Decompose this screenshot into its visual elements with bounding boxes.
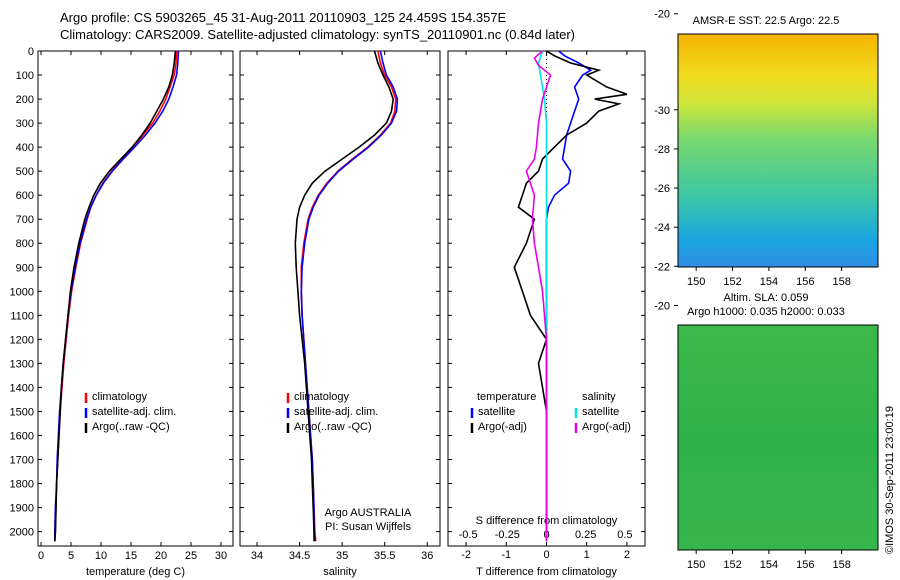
- legend-label-sal: Argo(..raw -QC): [294, 421, 372, 433]
- x-tick-label-sal: 34: [251, 550, 263, 562]
- legend-title-s: salinity: [582, 391, 616, 403]
- map-title: Argo h1000: 0.035 h2000: 0.033: [687, 306, 845, 318]
- map-lon-label: 150: [687, 276, 705, 288]
- depth-tick-label: 100: [16, 70, 34, 82]
- x-tick-label-temp: 20: [155, 550, 167, 562]
- depth-tick-label: 1300: [10, 358, 34, 370]
- map-title: AMSR-E SST: 22.5 Argo: 22.5: [693, 15, 840, 27]
- depth-tick-label: 0: [28, 46, 34, 58]
- x-tick-label-t: 1: [584, 549, 590, 561]
- x-tick-label-sal: 36: [421, 550, 433, 562]
- legend-label-sal: climatology: [294, 391, 350, 403]
- map-lon-label: 156: [796, 276, 814, 288]
- depth-tick-label: 1800: [10, 479, 34, 491]
- legend-label-temp: Argo(..raw -QC): [92, 421, 170, 433]
- x-tick-label-temp: 25: [185, 550, 197, 562]
- panel-annotation: Argo AUSTRALIA: [325, 507, 412, 519]
- x-tick-label-s: -0.5: [459, 529, 478, 541]
- map-lat-label: -22: [654, 261, 670, 273]
- figure-title-line2: Climatology: CARS2009. Satellite-adjuste…: [60, 27, 575, 42]
- series-line-diff: [513, 50, 628, 542]
- x-tick-label-sal: 34.5: [289, 550, 310, 562]
- legend-label-temp: climatology: [92, 391, 148, 403]
- map-sst: [678, 34, 878, 267]
- x-tick-label-temp: 0: [38, 550, 44, 562]
- x-tick-label-t: 2: [624, 549, 630, 561]
- depth-tick-label: 300: [16, 118, 34, 130]
- depth-tick-label: 2000: [10, 527, 34, 539]
- depth-tick-label: 1700: [10, 454, 34, 466]
- series-line-temp: [54, 50, 177, 542]
- depth-tick-label: 1900: [10, 503, 34, 515]
- ocean-field: [678, 34, 878, 267]
- depth-tick-label: 800: [16, 238, 34, 250]
- x-tick-label-temp: 15: [125, 550, 137, 562]
- depth-tick-label: 1600: [10, 430, 34, 442]
- x-tick-label-temp: 30: [215, 550, 227, 562]
- depth-tick-label: 1500: [10, 406, 34, 418]
- depth-tick-label: 200: [16, 94, 34, 106]
- map-title: Altim. SLA: 0.059: [724, 292, 809, 304]
- panel-annotation: PI: Susan Wijffels: [325, 521, 411, 533]
- series-line-diff: [525, 50, 552, 542]
- x-axis-label-temp: temperature (deg C): [86, 566, 185, 578]
- plot-frame-temp: [37, 50, 234, 547]
- x-tick-label-sal: 35.5: [374, 550, 395, 562]
- map-frame: [677, 33, 879, 268]
- copyright-label: ©IMOS 30-Sep-2011 23:00:19: [884, 406, 896, 554]
- x-axis-label-sal: salinity: [323, 566, 357, 578]
- x-tick-label-s: 0.5: [617, 529, 632, 541]
- depth-tick-label: 700: [16, 214, 34, 226]
- series-line-sal: [294, 50, 395, 542]
- map-lat-label: -20: [654, 300, 670, 312]
- map-lon-label: 154: [760, 559, 778, 571]
- map-sla: [678, 325, 878, 550]
- map-lon-label: 158: [832, 559, 850, 571]
- map-frame: [677, 324, 879, 551]
- depth-tick-label: 1400: [10, 382, 34, 394]
- map-lat-label: -24: [654, 222, 670, 234]
- map-lon-label: 156: [796, 559, 814, 571]
- depth-tick-label: 600: [16, 190, 34, 202]
- map-lat-label: -30: [654, 105, 670, 117]
- depth-tick-label: 400: [16, 142, 34, 154]
- legend-label-temp: satellite-adj. clim.: [92, 406, 176, 418]
- x-axis-label-t: T difference from climatology: [476, 566, 617, 578]
- depth-tick-label: 1100: [10, 310, 34, 322]
- map-lon-label: 152: [723, 559, 741, 571]
- depth-tick-label: 1000: [10, 286, 34, 298]
- x-tick-label-s: -0.25: [495, 529, 520, 541]
- x-tick-label-t: -2: [461, 549, 471, 561]
- figure-title-line1: Argo profile: CS 5903265_45 31-Aug-2011 …: [60, 10, 507, 25]
- legend-label-s: Argo(-adj): [582, 421, 631, 433]
- x-tick-label-temp: 5: [68, 550, 74, 562]
- legend-label-sal: satellite-adj. clim.: [294, 406, 378, 418]
- depth-tick-label: 1200: [10, 334, 34, 346]
- legend-label-t: satellite: [478, 406, 515, 418]
- depth-tick-label: 500: [16, 166, 34, 178]
- map-lat-label: -26: [654, 183, 670, 195]
- ocean-field: [678, 325, 878, 550]
- x-tick-label-t: -1: [501, 549, 511, 561]
- map-lat-label: -20: [654, 9, 670, 21]
- depth-tick-label: 900: [16, 262, 34, 274]
- x-tick-label-t: 0: [543, 549, 549, 561]
- x-tick-label-sal: 35: [336, 550, 348, 562]
- map-lon-label: 152: [723, 276, 741, 288]
- legend-label-s: satellite: [582, 406, 619, 418]
- legend-label-t: Argo(-adj): [478, 421, 527, 433]
- legend-title-t: temperature: [477, 391, 536, 403]
- map-lon-label: 154: [760, 276, 778, 288]
- map-lat-label: -28: [654, 144, 670, 156]
- x-tick-label-s: 0.25: [575, 529, 596, 541]
- x-tick-label-temp: 10: [95, 550, 107, 562]
- map-lon-label: 158: [832, 276, 850, 288]
- series-line-diff: [537, 50, 548, 542]
- map-lon-label: 150: [687, 559, 705, 571]
- plot-frame-sal: [239, 50, 441, 547]
